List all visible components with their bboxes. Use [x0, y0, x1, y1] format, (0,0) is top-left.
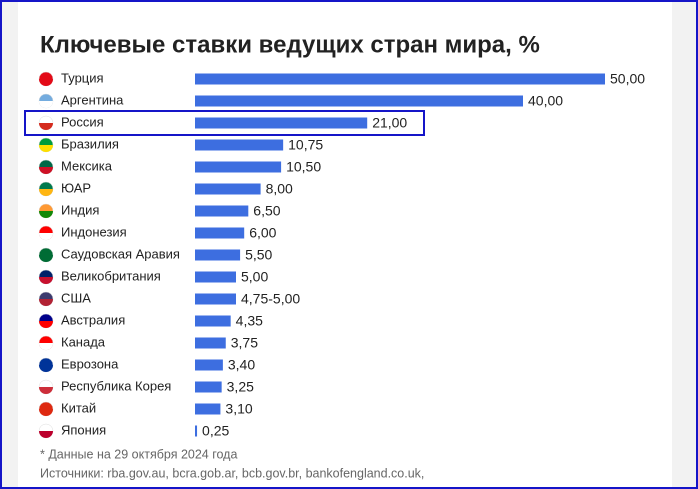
value-label: 3,25 — [227, 379, 254, 395]
footnote: * Данные на 29 октября 2024 года — [40, 447, 237, 461]
bar — [195, 337, 226, 349]
bar — [195, 271, 236, 283]
flag-icon — [39, 321, 53, 328]
flag-icon — [39, 233, 53, 240]
flag-icon — [39, 123, 53, 130]
flag-icon — [39, 79, 53, 86]
value-label: 50,00 — [610, 71, 645, 87]
bar — [195, 161, 282, 173]
value-label: 10,75 — [288, 137, 323, 153]
flag-icon — [39, 145, 53, 152]
value-label: 6,00 — [249, 225, 276, 241]
category-label: Китай — [61, 400, 96, 415]
footnote: Источники: rba.gov.au, bcra.gob.ar, bcb.… — [40, 466, 424, 480]
bar — [195, 95, 523, 107]
value-label: 3,40 — [228, 357, 255, 373]
category-label: Республика Корея — [61, 378, 171, 393]
category-label: Мексика — [61, 158, 113, 173]
bar — [195, 249, 241, 261]
value-label: 3,75 — [231, 335, 258, 351]
category-label: Турция — [61, 70, 104, 85]
value-label: 4,75-5,00 — [241, 291, 300, 307]
flag-icon — [39, 211, 53, 218]
value-label: 8,00 — [266, 181, 293, 197]
bar — [195, 117, 368, 129]
category-label: Саудовская Аравия — [61, 246, 180, 261]
value-label: 5,00 — [241, 269, 268, 285]
category-label: Индия — [61, 202, 99, 217]
flag-icon — [39, 255, 53, 262]
bar — [195, 359, 223, 371]
bar — [195, 205, 249, 217]
category-label: Великобритания — [61, 268, 161, 283]
flag-icon — [39, 101, 53, 108]
bar — [195, 315, 231, 327]
category-label: Россия — [61, 114, 104, 129]
bar — [195, 183, 261, 195]
card — [18, 0, 672, 489]
category-label: Бразилия — [61, 136, 119, 151]
flag-icon — [39, 431, 53, 438]
category-label: Канада — [61, 334, 106, 349]
bar — [195, 293, 236, 305]
category-label: Аргентина — [61, 92, 124, 107]
category-label: Япония — [61, 422, 106, 437]
flag-icon — [39, 387, 53, 394]
value-label: 40,00 — [528, 93, 563, 109]
bar — [195, 139, 284, 151]
bar — [195, 403, 221, 415]
flag-icon — [39, 277, 53, 284]
value-label: 6,50 — [253, 203, 280, 219]
category-label: ЮАР — [61, 180, 91, 195]
category-label: Индонезия — [61, 224, 127, 239]
category-label: Австралия — [61, 312, 125, 327]
bar — [195, 425, 198, 437]
value-label: 21,00 — [372, 115, 407, 131]
flag-icon — [39, 365, 53, 372]
value-label: 5,50 — [245, 247, 272, 263]
highlight-box — [24, 110, 425, 136]
bar — [195, 381, 222, 393]
value-label: 0,25 — [202, 423, 229, 439]
value-label: 3,10 — [225, 401, 252, 417]
chart-title: Ключевые ставки ведущих стран мира, % — [40, 31, 540, 58]
flag-icon — [39, 189, 53, 196]
flag-icon — [39, 409, 53, 416]
category-label: США — [61, 290, 91, 305]
value-label: 4,35 — [236, 313, 263, 329]
bar — [195, 73, 605, 85]
category-label: Еврозона — [61, 356, 119, 371]
flag-icon — [39, 343, 53, 350]
flag-icon — [39, 299, 53, 306]
flag-icon — [39, 167, 53, 174]
value-label: 10,50 — [286, 159, 321, 175]
bar — [195, 227, 245, 239]
